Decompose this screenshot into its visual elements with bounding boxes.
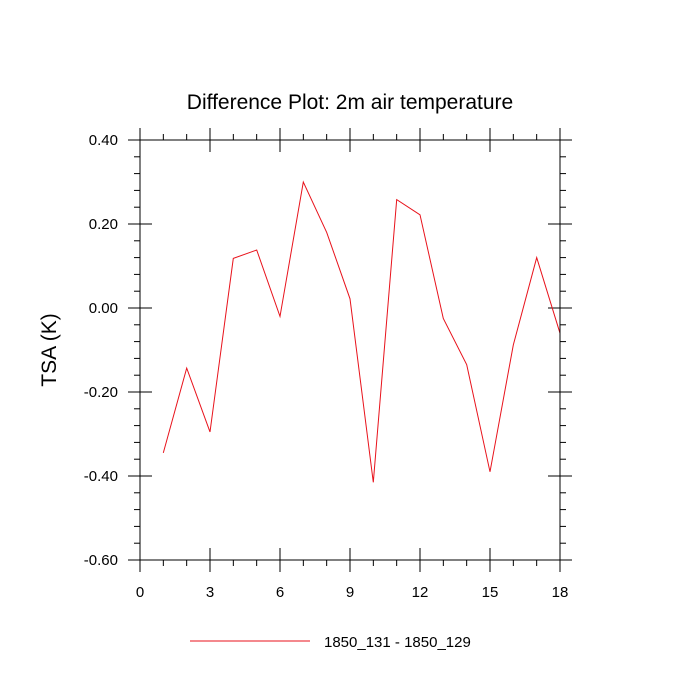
y-tick-label: -0.20 bbox=[84, 384, 118, 401]
chart-title: Difference Plot: 2m air temperature bbox=[187, 91, 513, 114]
series-layer bbox=[162, 180, 561, 483]
x-tick-label: 6 bbox=[276, 584, 284, 601]
x-tick-label: 9 bbox=[346, 584, 354, 601]
axis-tick-labels: 0 3 6 9 12 15 18 -0.60 -0.40 -0.20 0.00 0.20 0.40 bbox=[84, 132, 569, 601]
x-tick-label: 12 bbox=[412, 584, 429, 601]
x-tick-label: 3 bbox=[206, 584, 214, 601]
y-axis-label: TSA (K) bbox=[38, 313, 61, 387]
series-line bbox=[162, 180, 561, 483]
x-tick-label: 18 bbox=[552, 584, 569, 601]
legend: 1850_131 - 1850_129 bbox=[190, 634, 471, 651]
axis-ticks bbox=[128, 128, 572, 572]
x-tick-label: 15 bbox=[482, 584, 499, 601]
y-tick-label: -0.60 bbox=[84, 552, 118, 569]
y-tick-label: 0.00 bbox=[89, 300, 118, 317]
y-tick-label: 0.40 bbox=[89, 132, 118, 149]
x-tick-label: 0 bbox=[136, 584, 144, 601]
legend-label: 1850_131 - 1850_129 bbox=[324, 634, 471, 651]
y-tick-label: -0.40 bbox=[84, 468, 118, 485]
y-tick-label: 0.20 bbox=[89, 216, 118, 233]
plot-frame bbox=[139, 139, 561, 561]
